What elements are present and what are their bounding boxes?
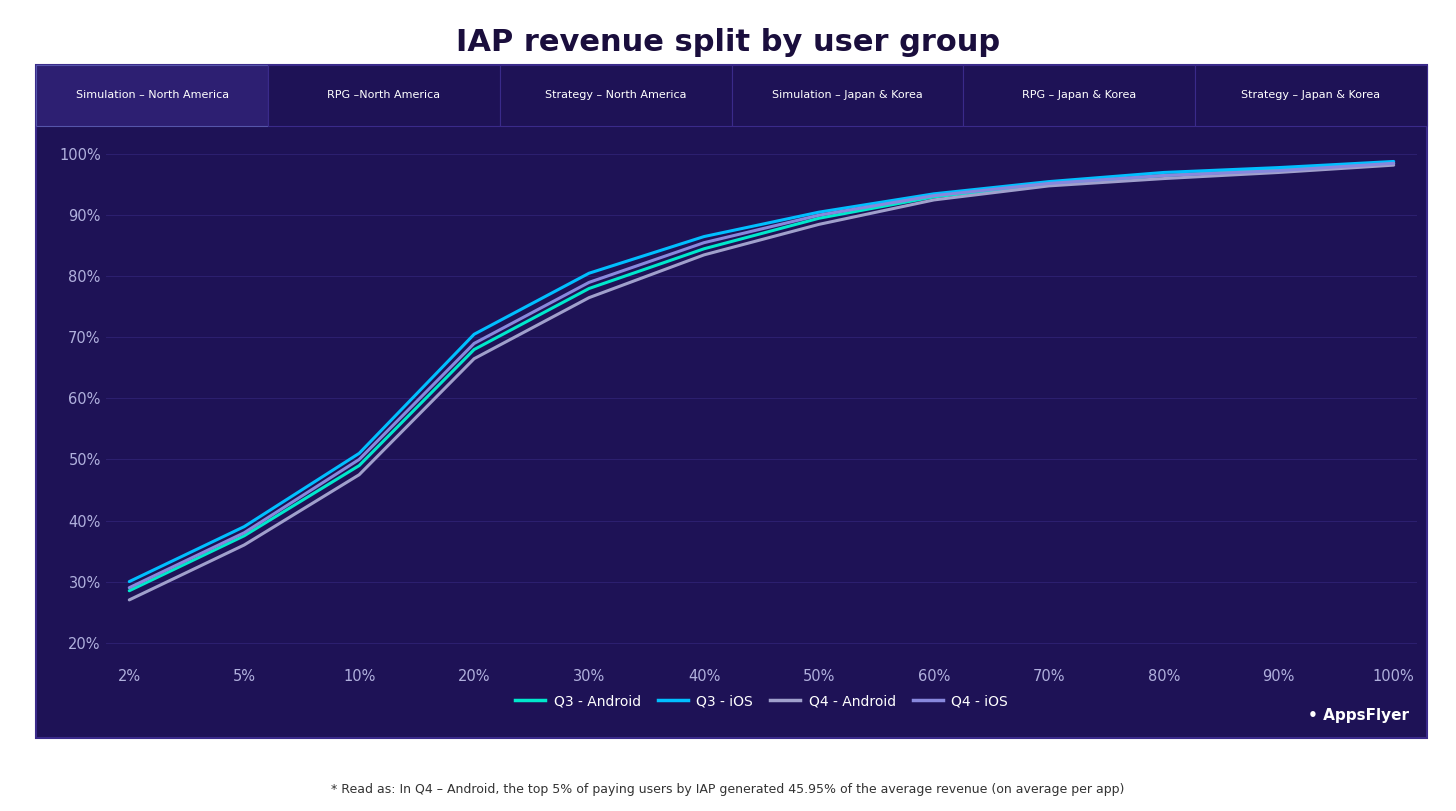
Text: Simulation – Japan & Korea: Simulation – Japan & Korea (772, 90, 923, 101)
Legend: Q3 - Android, Q3 - iOS, Q4 - Android, Q4 - iOS: Q3 - Android, Q3 - iOS, Q4 - Android, Q4… (510, 689, 1013, 714)
Text: Strategy – Japan & Korea: Strategy – Japan & Korea (1242, 90, 1380, 101)
Text: RPG – Japan & Korea: RPG – Japan & Korea (1022, 90, 1136, 101)
Text: • AppsFlyer: • AppsFlyer (1309, 709, 1409, 723)
Text: RPG –North America: RPG –North America (328, 90, 441, 101)
Text: Strategy – North America: Strategy – North America (545, 90, 687, 101)
Text: * Read as: In Q4 – Android, the top 5% of paying users by IAP generated 45.95% o: * Read as: In Q4 – Android, the top 5% o… (332, 783, 1124, 796)
Text: Simulation – North America: Simulation – North America (76, 90, 229, 101)
Text: IAP revenue split by user group: IAP revenue split by user group (456, 28, 1000, 58)
